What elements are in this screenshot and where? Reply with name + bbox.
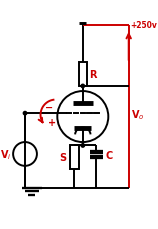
Bar [79,63,87,87]
Circle shape [81,144,85,147]
Text: V$_i$: V$_i$ [0,147,11,161]
Bar [70,146,79,169]
Circle shape [81,85,85,88]
Text: +: + [48,117,57,127]
Circle shape [23,112,27,115]
Text: S: S [60,153,67,163]
Text: −: − [45,102,53,112]
Text: +250v: +250v [130,21,157,30]
Text: V$_o$: V$_o$ [131,108,145,121]
Text: C: C [106,150,113,160]
Text: R: R [89,70,97,80]
